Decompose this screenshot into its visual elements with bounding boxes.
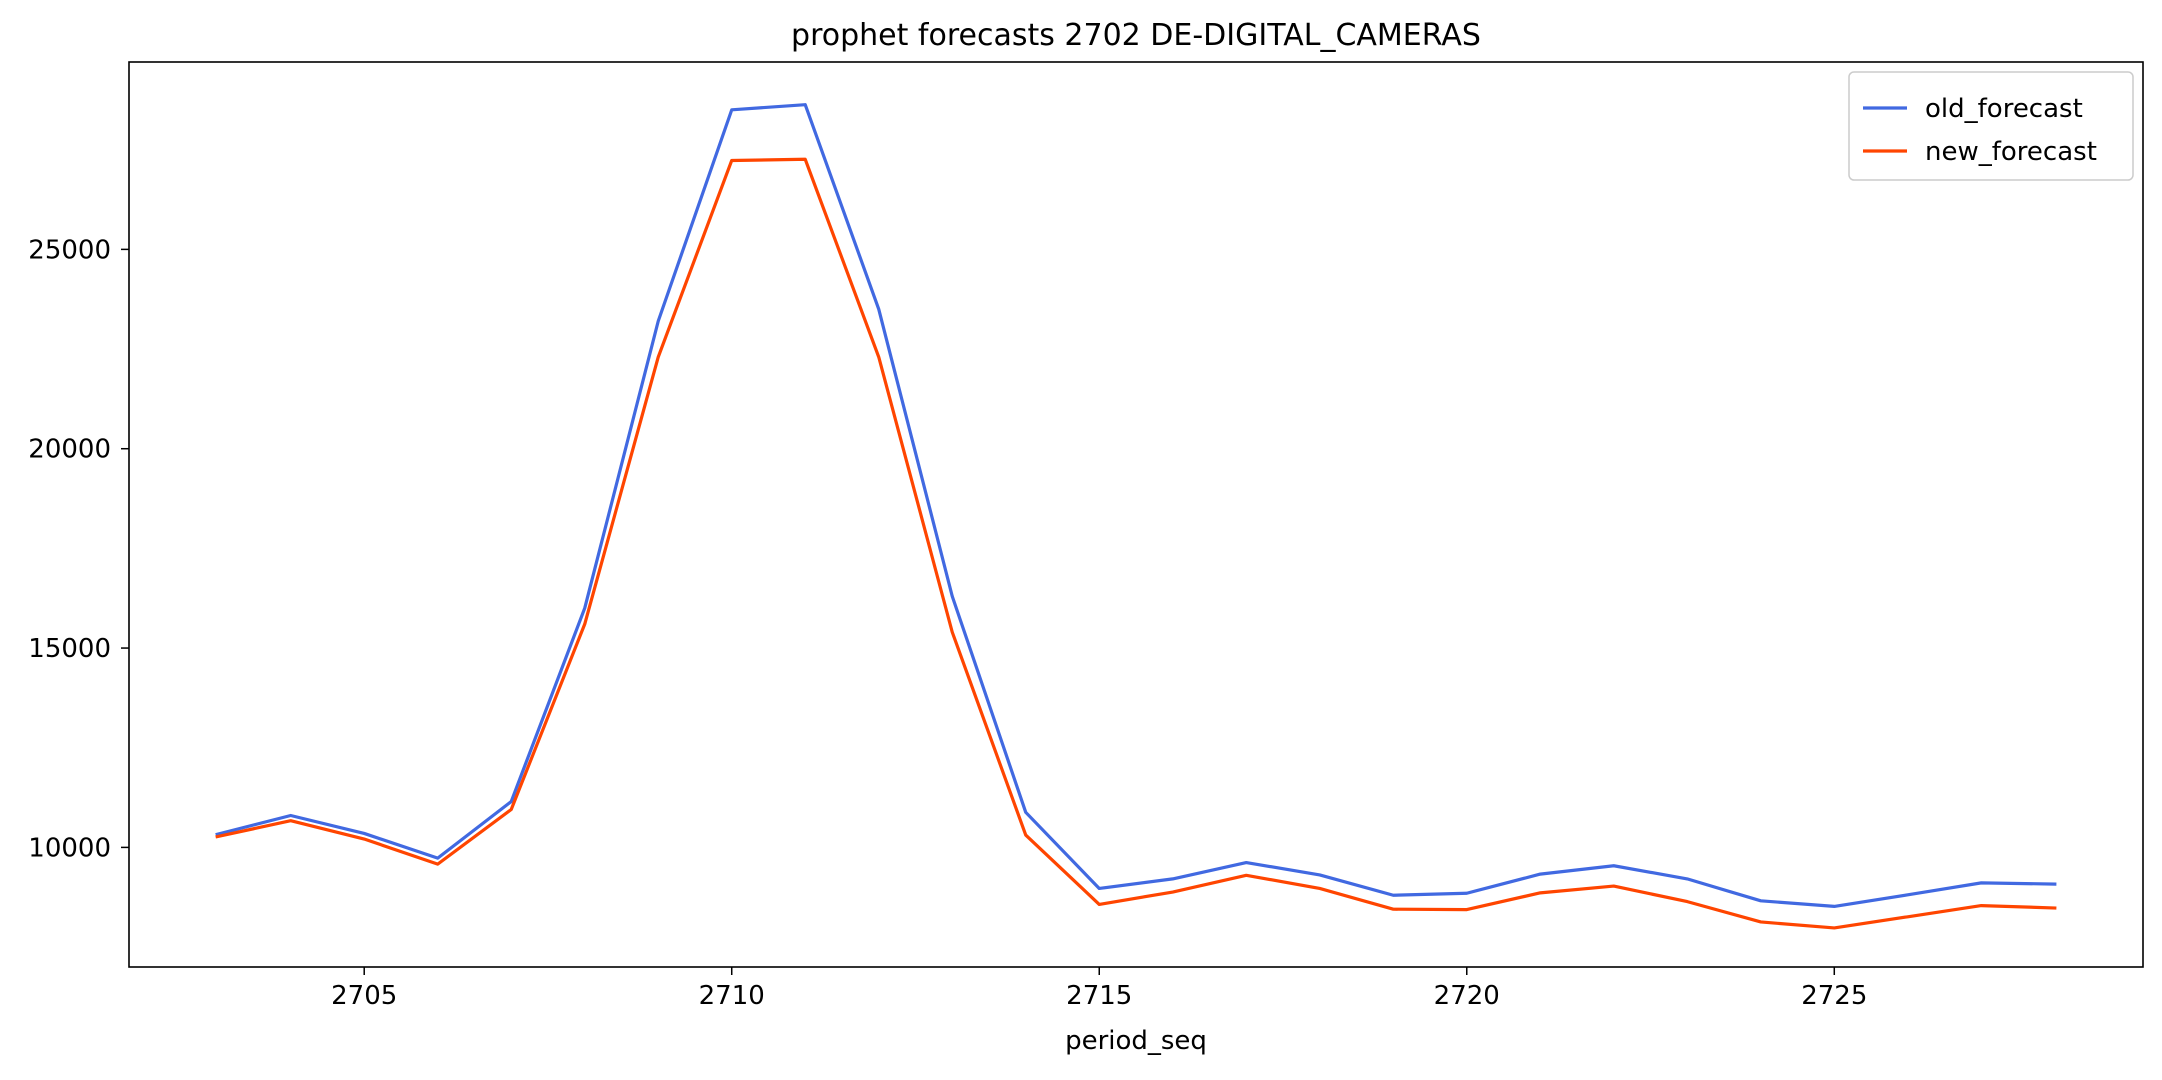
x-tick-label: 2710 (699, 981, 765, 1011)
x-tick-label: 2715 (1066, 981, 1132, 1011)
x-axis-label: period_seq (1065, 1026, 1207, 1056)
legend-label-old-forecast: old_forecast (1925, 94, 2083, 124)
y-tick-label: 15000 (28, 634, 111, 664)
y-tick-label: 25000 (28, 235, 111, 265)
y-tick-label: 20000 (28, 435, 111, 465)
x-tick-label: 2725 (1801, 981, 1867, 1011)
legend-box (1848, 71, 2134, 181)
chart-title: prophet forecasts 2702 DE-DIGITAL_CAMERA… (791, 18, 1481, 53)
y-tick-label: 10000 (28, 833, 111, 863)
x-tick-label: 2720 (1434, 981, 1500, 1011)
legend: old_forecast new_forecast (1848, 71, 2134, 181)
x-tick-label: 2705 (331, 981, 397, 1011)
series-line-new-forecast (215, 157, 2057, 930)
plot-area: 2705 2710 2715 2720 2725 10000 15000 20000 25000 (28, 61, 2144, 1011)
series-line-old-forecast (215, 103, 2057, 909)
axes-frame (128, 61, 2144, 968)
legend-label-new-forecast: new_forecast (1925, 137, 2097, 167)
